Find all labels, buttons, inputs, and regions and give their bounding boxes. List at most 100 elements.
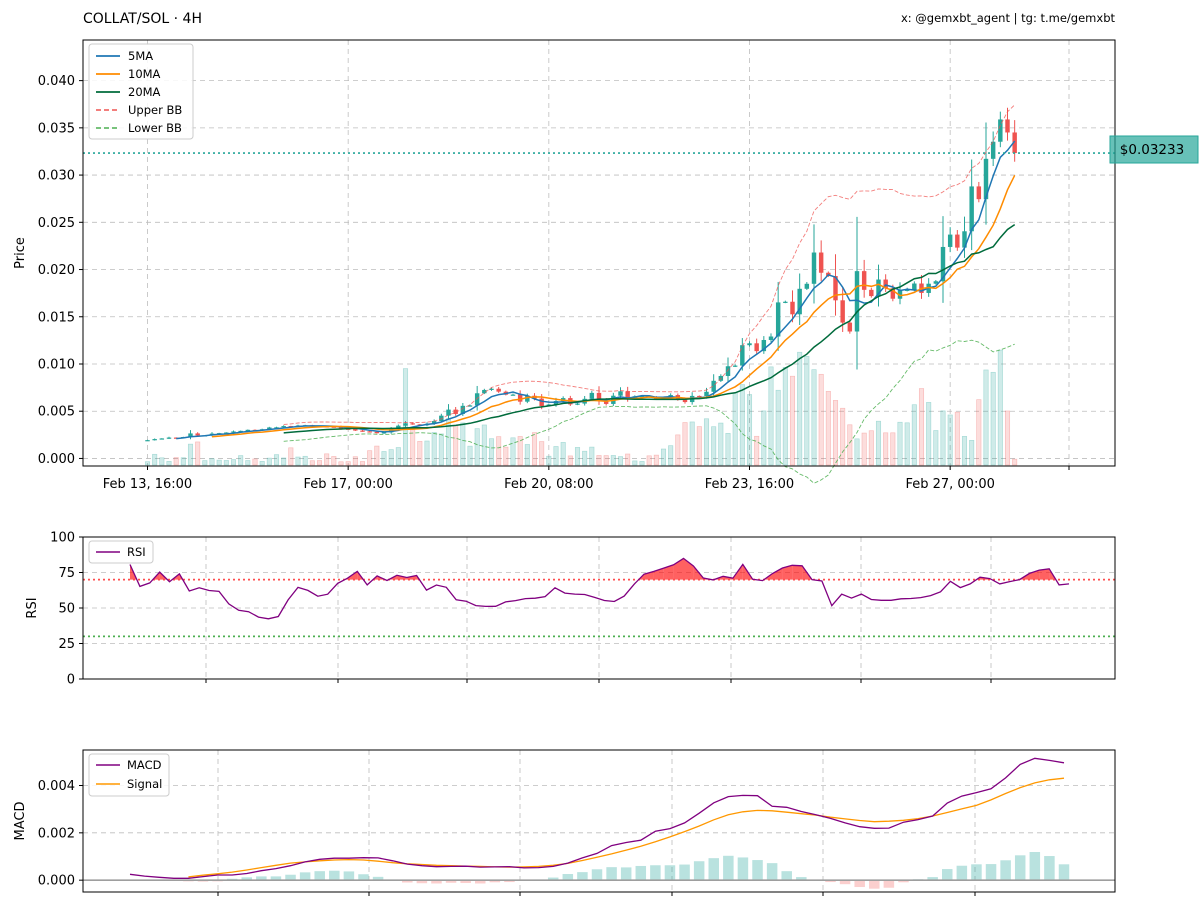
volume-bar (990, 371, 996, 466)
chart-title: COLLAT/SOL · 4H (83, 11, 202, 27)
price-xtick-label: Feb 23, 16:00 (705, 477, 794, 492)
macd-histogram-bar (956, 865, 968, 881)
macd-histogram-bar (620, 867, 632, 881)
volume-bar (481, 424, 487, 466)
macd-histogram-bar (708, 858, 720, 881)
candle-body (732, 365, 738, 367)
price-ytick-label: 0.030 (38, 169, 75, 184)
price-ytick-label: 0.035 (38, 121, 75, 136)
macd-lines (83, 757, 1115, 881)
volume-bar (467, 445, 473, 466)
candle-body (618, 391, 623, 396)
volume-bar (589, 446, 595, 466)
candle-body (775, 302, 781, 337)
volume-bar (324, 453, 330, 466)
volume-bar (596, 455, 602, 466)
candle-body (510, 394, 516, 396)
volume-bar (381, 451, 387, 466)
volume-bar (832, 400, 839, 466)
candle-body (525, 395, 530, 402)
volume-bar (259, 461, 265, 466)
candle-body (245, 429, 251, 432)
candle-body (725, 366, 731, 376)
volume-bar (230, 459, 237, 466)
rsi-overbought-area (663, 564, 674, 580)
volume-bar (639, 461, 645, 466)
volume-bar (739, 384, 745, 466)
volume-bar (725, 433, 731, 466)
macd-histogram-bar (679, 864, 690, 881)
volume-bar (553, 446, 559, 466)
volume-bar (288, 447, 294, 466)
volume-bar (918, 388, 925, 466)
volume-bar (417, 441, 423, 466)
rsi-ytick-label: 25 (58, 637, 75, 652)
candle-body (990, 141, 996, 159)
macd-histogram-bar (606, 867, 617, 881)
candle-body (818, 252, 824, 273)
candle-body (338, 427, 344, 429)
volume-bars (144, 349, 1018, 466)
volume-bar (840, 407, 846, 466)
candle-body (460, 405, 466, 414)
macd-histogram-bar (664, 865, 676, 881)
volume-bar (582, 450, 588, 466)
candle-body (740, 345, 745, 366)
volume-bar (617, 456, 624, 466)
candle-body (761, 339, 767, 352)
macd-histogram-bar (1014, 855, 1026, 881)
rsi-overbought-area (782, 565, 793, 580)
candle-body (754, 343, 759, 352)
volume-bar (797, 351, 803, 466)
candle-body (360, 430, 365, 432)
volume-bar (402, 368, 409, 466)
candle-body (367, 431, 372, 433)
credit-text: x: @gemxbt_agent | tg: t.me/gemxbt (901, 11, 1116, 25)
macd-histogram-bar (1044, 856, 1055, 881)
volume-bar (560, 442, 566, 466)
volume-bar (675, 434, 681, 466)
volume-bar (273, 454, 280, 466)
candle-body (195, 433, 200, 436)
volume-bar (732, 392, 738, 466)
candle-body (453, 409, 458, 414)
candle-body (231, 431, 236, 433)
current-price-label: $0.03233 (1120, 142, 1184, 158)
candles (145, 107, 1017, 442)
volume-bar (761, 410, 767, 466)
volume-bar (904, 422, 910, 466)
macd-ylabel: MACD (13, 802, 28, 841)
candle-body (439, 415, 444, 422)
volume-bar (166, 461, 172, 466)
candle-body (947, 234, 953, 247)
volume-bar (969, 439, 975, 466)
legend-label: Upper BB (128, 103, 182, 117)
rsi-overbought-area (683, 558, 694, 580)
macd-histogram-bar (270, 876, 282, 881)
volume-bar (302, 455, 308, 466)
candle-body (145, 440, 150, 442)
volume-bar (940, 410, 946, 466)
volume-bar (266, 457, 272, 466)
indicator-lines (83, 104, 1115, 484)
volume-bar (718, 422, 724, 466)
macd-histogram-bar (1029, 852, 1041, 881)
volume-bar (159, 457, 165, 466)
volume-bar (316, 460, 323, 466)
rsi-grid (83, 536, 1115, 680)
volume-bar (309, 460, 315, 466)
candle-body (396, 425, 401, 430)
candle-body (833, 276, 838, 301)
candle-body (962, 231, 967, 248)
volume-bar (531, 432, 538, 466)
macd-histogram-bar (358, 874, 369, 881)
series-line-rsi (129, 557, 1070, 620)
candle-body (847, 322, 853, 332)
candle-body (883, 279, 888, 289)
macd-histogram-bar (927, 877, 938, 881)
macd-histogram-bar (941, 869, 953, 881)
volume-bar (976, 399, 982, 466)
price-panel: 0.000 0.005 0.010 0.015 0.020 0.025 0.030 0.035… (13, 39, 1199, 492)
series-line-lower-bb (283, 339, 1015, 484)
volume-bar (897, 421, 903, 466)
